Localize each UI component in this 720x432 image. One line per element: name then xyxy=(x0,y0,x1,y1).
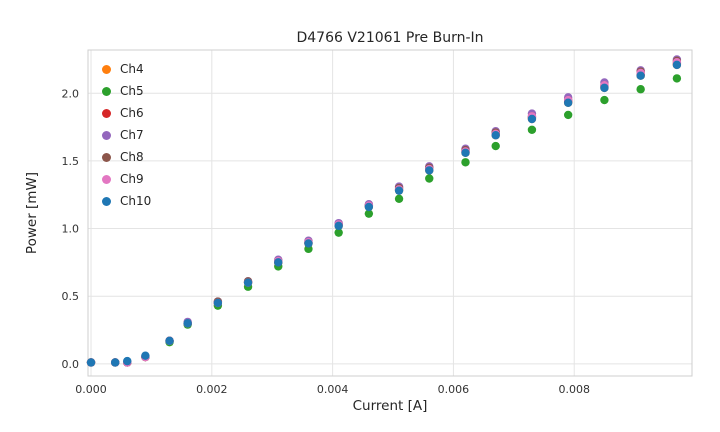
scatter-point-ch5 xyxy=(394,194,404,203)
legend-label: Ch5 xyxy=(120,84,144,98)
scatter-point-ch10 xyxy=(213,298,223,308)
legend-item-ch4: Ch4 xyxy=(102,58,151,80)
y-tick-label: 0.5 xyxy=(62,290,80,303)
plot-border xyxy=(87,49,693,377)
legend: Ch4 Ch5 Ch6 Ch7 Ch8 Ch9 Ch10 xyxy=(102,58,151,212)
scatter-point-ch10 xyxy=(425,166,434,175)
legend-label: Ch10 xyxy=(120,194,152,208)
scatter-point-ch5 xyxy=(334,228,343,237)
scatter-point-ch10 xyxy=(165,336,174,346)
y-tick-label: 1.5 xyxy=(62,155,80,168)
scatter-point-ch5 xyxy=(491,141,500,151)
legend-label: Ch8 xyxy=(120,150,144,164)
scatter-point-ch10 xyxy=(304,239,313,248)
scatter-point-ch10 xyxy=(636,71,645,80)
legend-marker-icon xyxy=(102,196,111,206)
scatter-point-ch5 xyxy=(527,125,537,135)
scatter-point-ch10 xyxy=(364,202,374,212)
scatter-point-ch5 xyxy=(425,174,434,183)
legend-marker-icon xyxy=(102,152,111,162)
y-tick-label: 2.0 xyxy=(62,87,80,100)
scatter-point-ch10 xyxy=(491,131,500,140)
scatter-point-ch10 xyxy=(461,148,470,158)
scatter-point-ch10 xyxy=(110,358,120,367)
scatter-point-ch10 xyxy=(123,356,132,366)
scatter-point-ch5 xyxy=(364,209,374,218)
legend-marker-icon xyxy=(102,64,111,74)
legend-item-ch5: Ch5 xyxy=(102,80,151,102)
x-tick-label: 0.006 xyxy=(438,383,470,396)
legend-marker-icon xyxy=(102,108,111,118)
scatter-point-ch10 xyxy=(334,221,343,231)
y-tick-label: 1.0 xyxy=(62,223,80,236)
legend-item-ch9: Ch9 xyxy=(102,168,151,190)
legend-marker-icon xyxy=(102,174,111,184)
scatter-point-ch10 xyxy=(527,114,537,124)
scatter-point-ch10 xyxy=(243,278,253,287)
legend-label: Ch9 xyxy=(120,172,144,186)
scatter-point-ch5 xyxy=(563,110,573,120)
scatter-point-ch10 xyxy=(394,186,404,195)
legend-label: Ch6 xyxy=(120,106,144,120)
x-tick-label: 0.000 xyxy=(75,383,107,396)
scatter-point-ch10 xyxy=(600,83,609,93)
legend-label: Ch4 xyxy=(120,62,144,76)
chart-title: D4766 V21061 Pre Burn-In xyxy=(296,30,484,46)
legend-marker-icon xyxy=(102,86,111,96)
legend-marker-icon xyxy=(102,130,111,140)
legend-item-ch10: Ch10 xyxy=(102,190,151,212)
scatter-point-ch5 xyxy=(672,74,682,83)
legend-label: Ch7 xyxy=(120,128,144,142)
legend-item-ch8: Ch8 xyxy=(102,146,151,168)
legend-item-ch7: Ch7 xyxy=(102,124,151,146)
scatter-point-ch10 xyxy=(274,258,283,267)
x-tick-label: 0.004 xyxy=(317,383,349,396)
scatter-point-ch5 xyxy=(636,85,645,94)
scatter-point-ch10 xyxy=(141,351,150,360)
x-tick-label: 0.008 xyxy=(558,383,590,396)
scatter-point-ch5 xyxy=(461,158,470,167)
legend-item-ch6: Ch6 xyxy=(102,102,151,124)
scatter-point-ch10 xyxy=(563,98,573,107)
scatter-point-ch10 xyxy=(672,60,682,70)
x-axis-label: Current [A] xyxy=(352,398,428,414)
y-tick-label: 0.0 xyxy=(62,358,80,371)
scatter-point-ch10 xyxy=(183,319,192,328)
x-tick-label: 0.002 xyxy=(196,383,228,396)
scatter-point-ch5 xyxy=(600,95,609,105)
scatter-point-ch10 xyxy=(86,358,96,367)
